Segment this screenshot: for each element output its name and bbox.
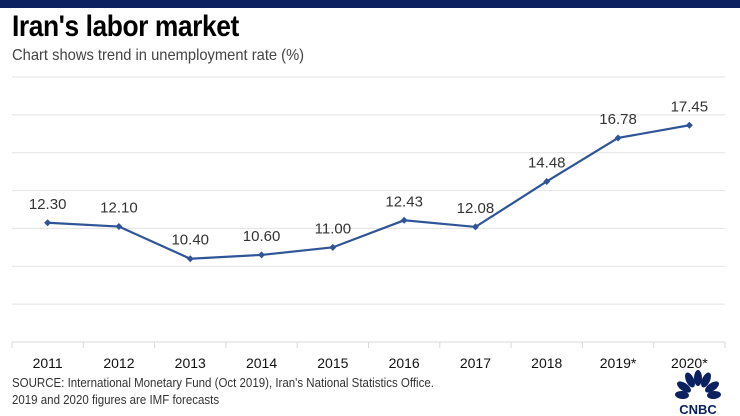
- svg-text:CNBC: CNBC: [679, 402, 717, 416]
- source-note: SOURCE: International Monetary Fund (Oct…: [12, 376, 434, 390]
- x-tick-label: 2013: [175, 355, 206, 371]
- series-line: [47, 124, 690, 260]
- data-point: [329, 243, 337, 251]
- x-tick-label: 2019*: [600, 355, 637, 371]
- x-tick-label: 2012: [103, 355, 134, 371]
- data-label: 12.10: [100, 200, 138, 217]
- data-label: 10.40: [171, 232, 209, 249]
- data-point: [258, 251, 266, 259]
- data-label: 16.78: [599, 111, 637, 128]
- x-tick-label: 2011: [33, 355, 63, 371]
- data-point: [400, 216, 408, 224]
- x-tick-label: 2017: [460, 355, 491, 371]
- data-point: [543, 177, 551, 185]
- data-point: [685, 121, 693, 129]
- chart-title: Iran's labor market: [12, 10, 239, 43]
- x-tick-label: 2020*: [671, 355, 708, 371]
- chart-subtitle: Chart shows trend in unemployment rate (…: [12, 47, 305, 64]
- x-tick-label: 2014: [246, 355, 277, 371]
- x-tick-label: 2018: [531, 355, 562, 371]
- data-label: 12.43: [385, 193, 423, 210]
- x-tick-label: 2016: [389, 355, 420, 371]
- data-label: 10.60: [243, 228, 281, 245]
- data-label: 14.48: [528, 154, 566, 171]
- data-label: 12.30: [29, 196, 67, 213]
- data-point: [44, 219, 52, 227]
- cnbc-logo: CNBC: [675, 370, 721, 416]
- forecast-note: 2019 and 2020 figures are IMF forecasts: [12, 393, 220, 407]
- data-point: [471, 223, 479, 231]
- data-point: [115, 223, 123, 231]
- data-label: 12.08: [457, 200, 495, 217]
- data-label: 17.45: [671, 98, 709, 115]
- top-bar: [0, 0, 740, 8]
- data-point: [186, 255, 194, 263]
- data-label: 11.00: [315, 220, 351, 237]
- data-point: [614, 134, 622, 142]
- x-tick-label: 2015: [317, 355, 348, 371]
